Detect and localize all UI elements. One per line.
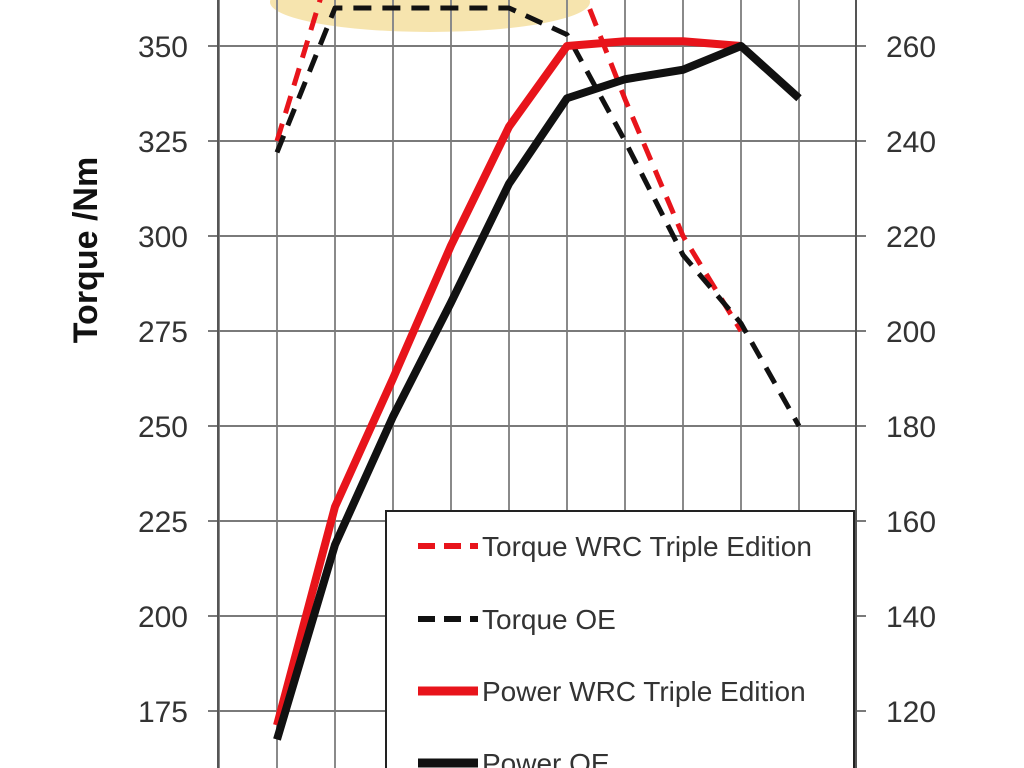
- right-tick-label: 180: [886, 411, 936, 444]
- y-axis-label: Torque /Nm: [67, 157, 105, 343]
- right-tick-label: 140: [886, 601, 936, 634]
- peak-torque-highlight: [270, 0, 590, 32]
- series-line-4: [273, 42, 802, 741]
- left-tick-label: 350: [138, 31, 188, 64]
- left-tick-label: 275: [138, 316, 188, 349]
- left-tick-label: 250: [138, 411, 188, 444]
- legend: Torque WRC Triple Edition Torque OE Power …: [385, 510, 855, 768]
- legend-label: Power WRC Triple Edition: [482, 676, 806, 707]
- right-tick-label: 200: [886, 316, 936, 349]
- legend-label: Torque OE: [482, 604, 616, 635]
- right-tick-label: 220: [886, 221, 936, 254]
- series-line-2: [274, 5, 802, 428]
- series-line-3: [273, 37, 742, 727]
- legend-items: Torque WRC Triple Edition Torque OE Power …: [418, 531, 812, 768]
- left-tick-label: 225: [138, 506, 188, 539]
- right-tick-label: 260: [886, 31, 936, 64]
- right-tick-label: 160: [886, 506, 936, 539]
- left-tick-label: 300: [138, 221, 188, 254]
- legend-box: [385, 510, 855, 768]
- left-tick-label: 200: [138, 601, 188, 634]
- series-lines: [273, 0, 802, 741]
- right-tick-label: 240: [886, 126, 936, 159]
- legend-label: Torque WRC Triple Edition: [482, 531, 812, 562]
- legend-label: Power OE: [482, 748, 610, 768]
- left-tick-label: 175: [138, 696, 188, 729]
- left-axis-ticks: 175 200 225 250 275 300 325 350: [138, 31, 188, 729]
- right-tick-label: 120: [886, 696, 936, 729]
- left-tick-label: 325: [138, 126, 188, 159]
- right-axis-ticks: 120 140 160 180 200 220 240 260: [886, 31, 936, 729]
